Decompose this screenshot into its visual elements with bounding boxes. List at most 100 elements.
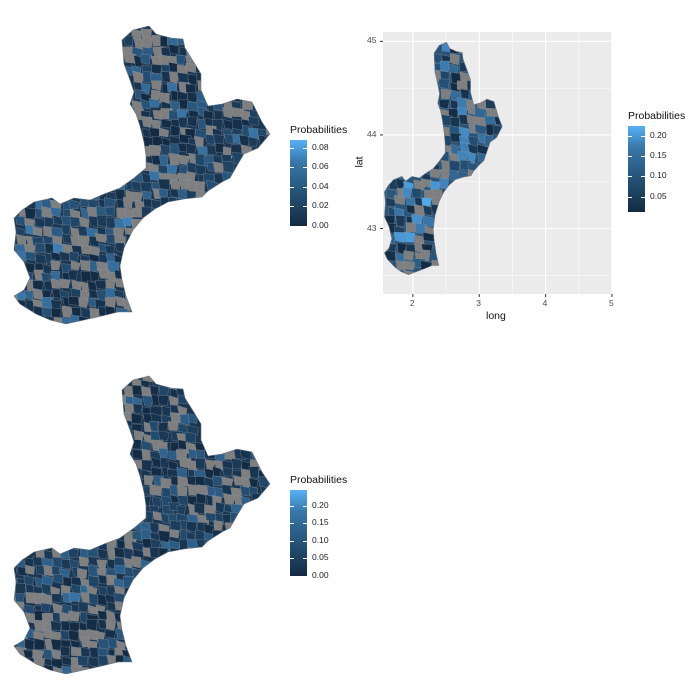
commune-cell — [114, 601, 125, 611]
commune-cell — [94, 233, 107, 243]
commune-cell — [42, 115, 54, 127]
commune-cell — [248, 63, 259, 73]
commune-cell — [32, 432, 43, 445]
commune-cell — [250, 621, 264, 632]
commune-cell — [260, 188, 270, 200]
commune-cell — [278, 38, 290, 50]
commune-cell — [239, 376, 251, 382]
commune-cell — [87, 448, 99, 461]
commune-cell — [267, 675, 276, 685]
commune-cell — [140, 646, 152, 659]
commune-cell — [440, 88, 451, 99]
commune-cell — [278, 377, 288, 387]
commune-cell — [98, 442, 111, 454]
commune-cell — [42, 468, 55, 479]
commune-cell — [195, 612, 206, 624]
commune-cell — [197, 44, 208, 55]
commune-cell — [171, 684, 182, 695]
commune-cell — [278, 422, 288, 432]
commune-cell — [61, 656, 73, 666]
commune-cell — [276, 443, 287, 455]
commune-cell — [52, 396, 63, 408]
commune-cell — [86, 98, 98, 109]
commune-cell — [50, 385, 61, 396]
commune-cell — [79, 196, 90, 207]
commune-cell — [184, 306, 195, 317]
commune-cell — [124, 207, 135, 218]
commune-cell — [222, 199, 234, 211]
commune-cell — [68, 592, 81, 602]
commune-cell — [178, 99, 189, 110]
commune-cell — [265, 538, 270, 551]
commune-cell — [42, 394, 55, 406]
commune-cell — [422, 215, 434, 227]
commune-cell — [278, 461, 289, 472]
commune-cell — [97, 528, 110, 542]
commune-cell — [14, 539, 26, 551]
commune-cell — [170, 125, 181, 136]
commune-cell — [140, 665, 152, 674]
commune-cell — [232, 594, 243, 606]
commune-cell — [169, 529, 180, 539]
commune-cell — [68, 47, 81, 60]
commune-cell — [96, 431, 107, 441]
commune-cell — [89, 327, 100, 336]
commune-cell — [34, 46, 47, 58]
commune-cell — [107, 108, 117, 119]
legend-tick-mark — [628, 136, 632, 138]
commune-cell — [204, 412, 217, 423]
commune-cell — [61, 188, 72, 200]
commune-cell — [240, 27, 253, 38]
commune-cell — [269, 26, 270, 32]
commune-cell — [79, 493, 92, 504]
commune-cell — [89, 387, 100, 400]
commune-cell — [205, 559, 218, 569]
commune-cell — [258, 476, 269, 489]
commune-cell — [168, 395, 179, 406]
commune-cell — [77, 45, 89, 56]
legend-tick-mark — [290, 505, 294, 507]
commune-cell — [259, 107, 270, 119]
commune-cell — [78, 297, 89, 308]
commune-cell — [258, 421, 270, 433]
commune-cell — [260, 376, 270, 378]
commune-cell — [240, 559, 253, 571]
commune-cell — [50, 460, 61, 471]
x-tick-label: 2 — [409, 298, 415, 308]
commune-cell — [123, 613, 135, 625]
commune-cell — [71, 118, 82, 130]
commune-cell — [97, 45, 109, 58]
commune-cell — [104, 629, 116, 639]
commune-cell — [403, 270, 415, 275]
commune-cell — [15, 46, 26, 57]
commune-cell — [438, 78, 450, 90]
commune-cell — [68, 548, 79, 559]
commune-cell — [204, 613, 215, 625]
commune-cell — [78, 556, 90, 567]
commune-cell — [185, 142, 197, 154]
commune-cell — [213, 520, 224, 531]
commune-cell — [242, 45, 253, 57]
commune-cell — [68, 135, 79, 146]
commune-cell — [113, 564, 126, 575]
legend-3: Probabilities 0.20 0.15 0.10 0.05 0.00 — [290, 474, 350, 584]
commune-cell — [132, 70, 144, 83]
commune-cell — [68, 296, 81, 306]
commune-cell — [248, 477, 259, 488]
commune-cell — [88, 592, 99, 605]
commune-cell — [14, 404, 19, 417]
commune-cell — [466, 114, 479, 125]
commune-cell — [169, 519, 182, 533]
commune-cell — [177, 394, 190, 405]
commune-cell — [248, 116, 260, 126]
commune-cell — [167, 420, 179, 431]
commune-cell — [230, 226, 243, 237]
commune-cell — [149, 144, 162, 157]
commune-cell — [60, 135, 71, 147]
commune-cell — [23, 531, 36, 543]
legend-tick-mark — [641, 176, 645, 178]
commune-cell — [95, 119, 108, 130]
commune-cell — [176, 485, 188, 496]
commune-cell — [106, 609, 116, 621]
commune-cell — [89, 441, 101, 453]
